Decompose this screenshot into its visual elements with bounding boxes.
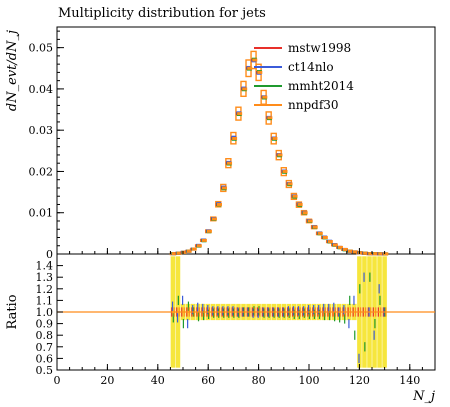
main-point-nnpdf30 xyxy=(201,238,207,242)
x-tick-label: 140 xyxy=(399,374,420,387)
main-point-nnpdf30 xyxy=(257,70,263,74)
main-point-nnpdf30 xyxy=(191,247,197,251)
main-point-nnpdf30 xyxy=(317,231,323,235)
ratio-series xyxy=(57,272,435,364)
ratio-tick-label: 1.4 xyxy=(36,260,54,273)
main-point-nnpdf30 xyxy=(368,252,374,256)
main-point-nnpdf30 xyxy=(332,243,338,247)
ratio-tick-label: 1.0 xyxy=(36,306,54,319)
main-point-nnpdf30 xyxy=(216,202,222,206)
legend-label-mmht2014: mmht2014 xyxy=(288,79,354,93)
ratio-tick-label: 0.7 xyxy=(36,341,54,354)
main-point-nnpdf30 xyxy=(206,229,212,233)
main-point-nnpdf30 xyxy=(176,251,182,255)
ratio-tick-label: 1.2 xyxy=(36,283,54,296)
y-tick-label: 0.03 xyxy=(29,124,54,137)
main-point-nnpdf30 xyxy=(353,250,359,254)
main-point-nnpdf30 xyxy=(222,186,228,190)
y-tick-label: 0.05 xyxy=(29,42,54,55)
main-point-nnpdf30 xyxy=(252,58,258,62)
main-point-nnpdf30 xyxy=(337,245,343,249)
main-point-nnpdf30 xyxy=(322,235,328,239)
main-point-nnpdf30 xyxy=(383,252,389,256)
main-point-nnpdf30 xyxy=(227,161,233,165)
ratio-axis-label: Ratio xyxy=(5,294,20,329)
main-point-nnpdf30 xyxy=(237,112,243,116)
main-point-nnpdf30 xyxy=(282,169,288,173)
ratio-tick-label: 0.5 xyxy=(36,364,54,377)
x-tick-label: 80 xyxy=(252,374,266,387)
y-tick-label: 0.02 xyxy=(29,165,54,178)
main-point-nnpdf30 xyxy=(302,211,308,215)
x-axis-label: N_j xyxy=(412,389,435,404)
main-point-nnpdf30 xyxy=(307,219,313,223)
main-point-nnpdf30 xyxy=(196,244,202,248)
main-point-nnpdf30 xyxy=(287,182,293,186)
axis-labels: dN_evt/dN_j Ratio N_j xyxy=(5,30,435,404)
main-point-nnpdf30 xyxy=(312,225,318,229)
x-tick-label: 100 xyxy=(299,374,320,387)
main-point-nnpdf30 xyxy=(348,249,354,253)
main-point-nnpdf30 xyxy=(171,252,177,256)
ratio-tick-label: 1.1 xyxy=(36,294,54,307)
main-point-nnpdf30 xyxy=(247,66,253,70)
chart-title: Multiplicity distribution for jets xyxy=(58,6,266,21)
legend-label-ct14nlo: ct14nlo xyxy=(288,60,334,74)
ratio-tick-label: 0.6 xyxy=(36,352,54,365)
legend: mstw1998 ct14nlo mmht2014 nnpdf30 xyxy=(254,41,354,112)
y-tick-label: 0 xyxy=(46,248,53,261)
legend-label-nnpdf30: nnpdf30 xyxy=(288,98,339,112)
axis-ticks: 0 20 40 60 80 100 120 140 0 0.01 0.02 0.03 0.04 0.05 0… xyxy=(29,30,436,387)
main-point-nnpdf30 xyxy=(262,95,268,99)
main-point-nnpdf30 xyxy=(277,153,283,157)
main-point-nnpdf30 xyxy=(373,252,379,256)
x-tick-label: 60 xyxy=(201,374,215,387)
main-point-nnpdf30 xyxy=(358,251,364,255)
main-plot-bars xyxy=(169,50,389,256)
main-point-nnpdf30 xyxy=(292,194,298,198)
ratio-tick-label: 0.9 xyxy=(36,318,54,331)
x-tick-label: 20 xyxy=(100,374,114,387)
main-point-nnpdf30 xyxy=(267,116,273,120)
x-tick-label: 40 xyxy=(151,374,165,387)
y-axis-label: dN_evt/dN_j xyxy=(5,30,20,111)
main-point-nnpdf30 xyxy=(211,217,217,221)
main-point-nnpdf30 xyxy=(181,250,187,254)
ratio-tick-label: 1.3 xyxy=(36,271,54,284)
main-point-nnpdf30 xyxy=(342,247,348,251)
main-point-nnpdf30 xyxy=(378,252,384,256)
main-point-nnpdf30 xyxy=(186,249,192,253)
main-point-nnpdf30 xyxy=(272,136,278,140)
main-point-nnpdf30 xyxy=(327,240,333,244)
y-tick-label: 0.01 xyxy=(29,207,54,220)
main-point-nnpdf30 xyxy=(232,136,238,140)
main-point-nnpdf30 xyxy=(242,87,248,91)
main-point-nnpdf30 xyxy=(297,202,303,206)
ratio-tick-label: 0.8 xyxy=(36,329,54,342)
x-tick-label: 120 xyxy=(349,374,370,387)
legend-label-mstw1998: mstw1998 xyxy=(288,41,351,55)
main-point-nnpdf30 xyxy=(363,251,369,255)
x-tick-label: 0 xyxy=(54,374,61,387)
y-tick-label: 0.04 xyxy=(29,83,54,96)
